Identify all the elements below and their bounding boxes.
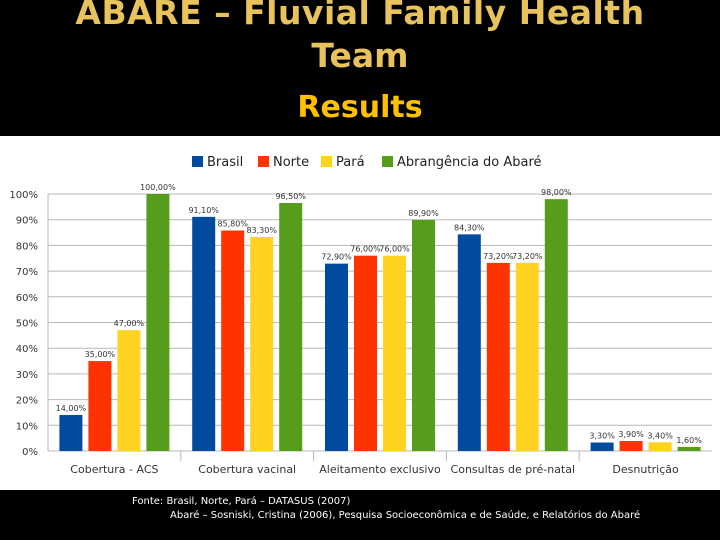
bar-data-label: 84,30% <box>454 223 485 232</box>
bar <box>515 262 539 451</box>
bar-data-label: 3,40% <box>647 431 673 440</box>
bar-data-label: 100,00% <box>140 183 176 192</box>
bar-data-label: 76,00% <box>379 245 410 254</box>
bar-data-label: 73,20% <box>512 252 543 261</box>
y-tick-label: 80% <box>16 241 38 252</box>
bar <box>619 440 643 451</box>
bar <box>457 234 481 451</box>
y-tick-label: 20% <box>16 396 38 407</box>
bar <box>279 202 303 451</box>
y-tick-label: 0% <box>22 447 38 458</box>
y-tick-label: 100% <box>9 190 38 201</box>
x-category-label: Aleitamento exclusivo <box>319 463 441 476</box>
bar <box>325 263 348 451</box>
bar <box>590 442 614 451</box>
bar <box>88 361 112 451</box>
y-tick-label: 90% <box>16 216 38 227</box>
bar-data-label: 3,90% <box>618 430 644 439</box>
bar-data-label: 98,00% <box>541 188 572 197</box>
bar <box>677 446 701 451</box>
bar-chart: 0% 10% 20% 30% 40% 50% 60% 70% 80% 90% 100% 14,00% 3… <box>9 155 712 476</box>
source-footnote: Fonte: Brasil, Norte, Pará – DATASUS (20… <box>132 496 351 507</box>
bar-data-label: 14,00% <box>56 404 87 413</box>
x-category-label: Cobertura - ACS <box>70 463 158 476</box>
bar-data-label: 72,90% <box>321 253 352 262</box>
source-footnote-continued: Abaré – Sosniski, Cristina (2006), Pesqu… <box>170 510 641 521</box>
bar-data-label: 85,80% <box>217 219 248 228</box>
legend-label: Norte <box>273 155 309 170</box>
bar-data-label: 35,00% <box>85 350 116 359</box>
x-category-label: Desnutrição <box>612 463 679 476</box>
slide-title: ABARÉ – Fluvial Family Health <box>75 0 645 32</box>
legend-swatch <box>382 156 393 167</box>
slide-subtitle: Results <box>297 90 423 125</box>
bar <box>59 415 83 451</box>
y-tick-label: 30% <box>16 370 38 381</box>
bar <box>544 199 568 451</box>
y-tick-label: 10% <box>16 421 38 432</box>
y-tick-label: 70% <box>16 267 38 278</box>
chart-panel: 0% 10% 20% 30% 40% 50% 60% 70% 80% 90% 100% 14,00% 3… <box>0 136 720 490</box>
legend-swatch <box>192 156 203 167</box>
slide-title-continued: Team <box>311 36 409 75</box>
x-category-label: Consultas de pré-natal <box>451 463 576 476</box>
bar-data-label: 73,20% <box>483 252 514 261</box>
legend-label: Abrangência do Abaré <box>397 155 542 170</box>
y-tick-label: 50% <box>16 319 38 330</box>
bar-data-label: 83,30% <box>246 226 277 235</box>
y-tick-label: 40% <box>16 344 38 355</box>
bar <box>146 194 170 451</box>
y-tick-label: 60% <box>16 293 38 304</box>
bar-data-label: 1,60% <box>676 436 702 445</box>
bar <box>412 219 435 451</box>
bar-data-label: 47,00% <box>114 319 145 328</box>
bar <box>383 255 406 451</box>
bar <box>250 236 274 451</box>
bar-data-label: 91,10% <box>188 206 219 215</box>
bar <box>221 230 245 451</box>
legend-swatch <box>321 156 332 167</box>
legend-swatch <box>258 156 269 167</box>
bar <box>192 216 216 451</box>
legend-label: Brasil <box>207 155 243 170</box>
legend-label: Pará <box>336 155 365 170</box>
bar-data-label: 76,00% <box>350 245 381 254</box>
bar <box>486 262 510 451</box>
bar-data-label: 96,50% <box>275 192 306 201</box>
bar <box>354 255 377 451</box>
bar-data-label: 89,90% <box>408 209 439 218</box>
bar <box>648 442 672 451</box>
bar <box>117 330 141 451</box>
x-category-label: Cobertura vacinal <box>198 463 296 476</box>
bar-data-label: 3,30% <box>589 432 615 441</box>
